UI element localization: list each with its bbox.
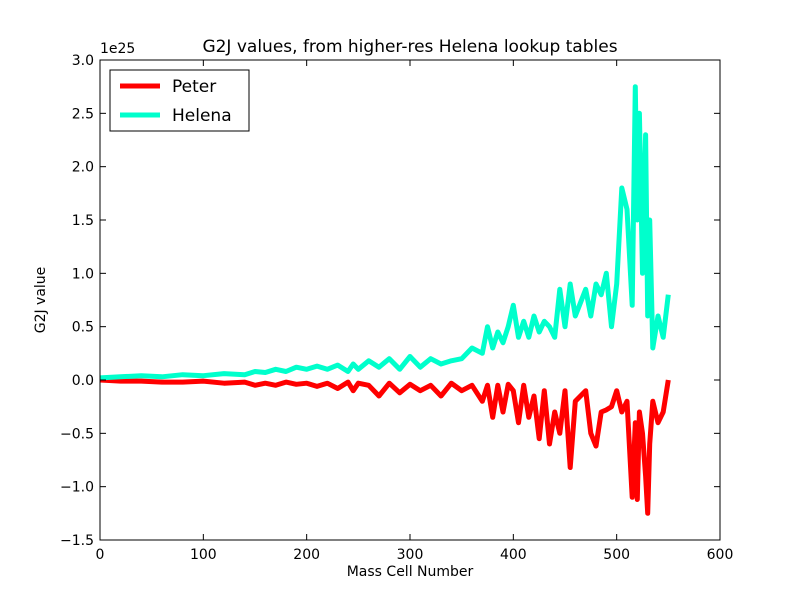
x-tick-label: 0 <box>96 547 105 563</box>
series-line-peter <box>99 377 671 516</box>
y-tick-label: −1.0 <box>60 480 94 496</box>
x-tick-label: 200 <box>293 547 320 563</box>
legend-label-helena: Helena <box>172 106 232 126</box>
legend-label-peter: Peter <box>172 77 216 97</box>
y-tick-label: 1.5 <box>72 213 94 229</box>
ticks-layer: 0 100 200 300 400 500 600 −1.5 −1.0 −0.5 0.0 0.5 1.0… <box>60 53 733 563</box>
series-line-helena <box>99 84 671 381</box>
legend: Peter Helena <box>109 69 250 132</box>
x-axis-title: Mass Cell Number <box>347 564 474 580</box>
y-tick-label: 0.5 <box>72 320 94 336</box>
chart-title: G2J values, from higher-res Helena looku… <box>202 37 617 57</box>
y-tick-label: 3.0 <box>72 53 94 69</box>
y-axis-title: G2J value <box>33 267 49 334</box>
y-tick-label: −1.5 <box>60 533 94 549</box>
x-tick-label: 100 <box>190 547 217 563</box>
legend-box <box>109 69 250 132</box>
x-tick-label: 600 <box>707 547 734 563</box>
plot-frame <box>99 59 721 541</box>
y-tick-label: 1.0 <box>72 266 94 282</box>
y-tick-label: 2.5 <box>72 106 94 122</box>
y-tick-label: 0.0 <box>72 373 94 389</box>
y-tick-label: 2.0 <box>72 160 94 176</box>
y-axis-offset-label: 1e25 <box>100 41 135 57</box>
x-tick-label: 300 <box>397 547 424 563</box>
y-tick-label: −0.5 <box>60 426 94 442</box>
x-tick-label: 400 <box>500 547 527 563</box>
series-layer <box>99 84 671 516</box>
x-tick-label: 500 <box>603 547 630 563</box>
